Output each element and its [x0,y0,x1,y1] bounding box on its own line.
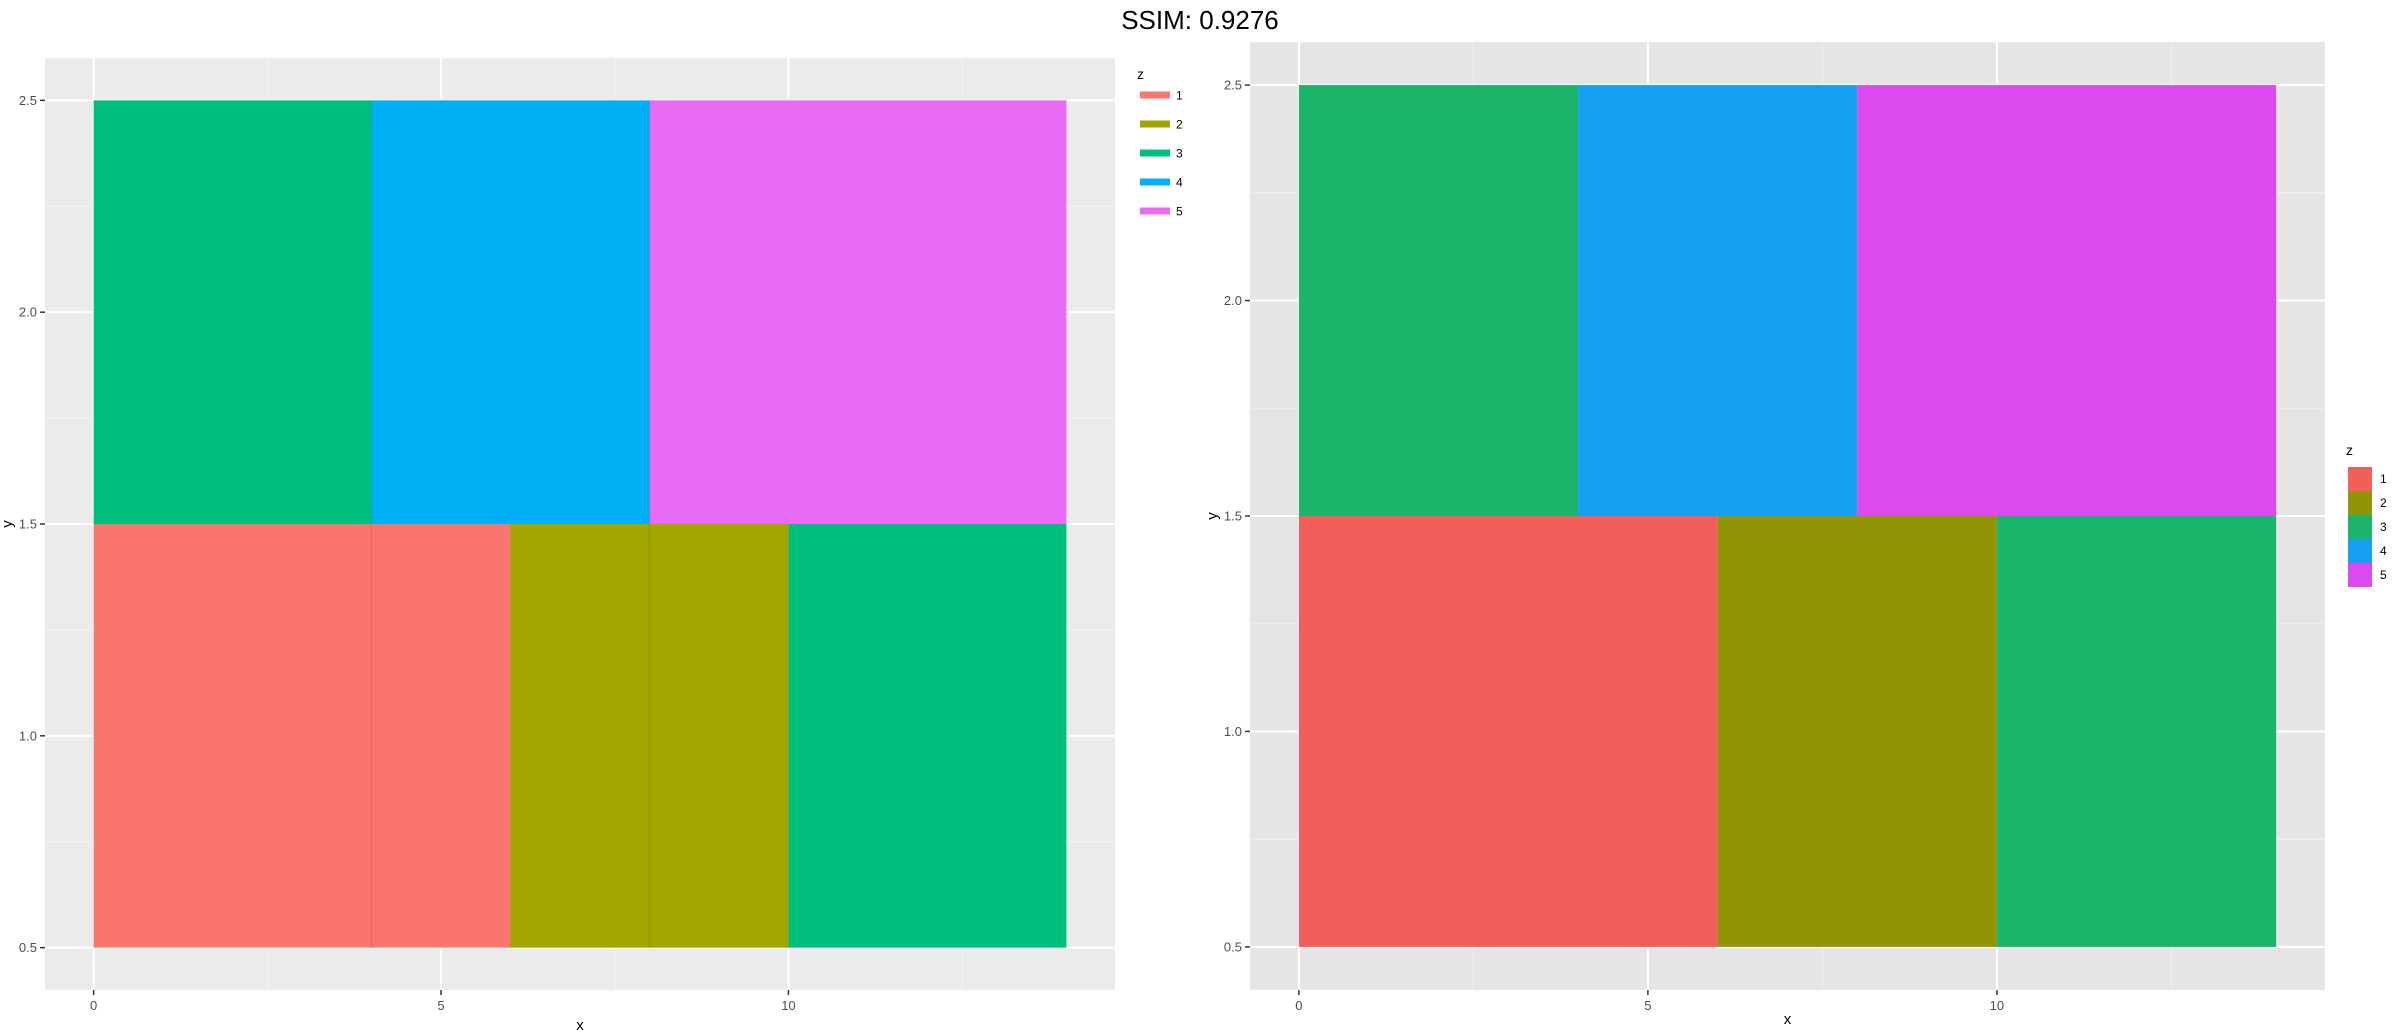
y-tick-label: 1.0 [1224,724,1242,739]
y-tick-label: 2.0 [1224,293,1242,308]
legend-label: 1 [1176,89,1183,103]
x-tick-label: 0 [1295,998,1302,1013]
legend-label: 5 [1176,205,1183,219]
y-axis-title: y [0,520,16,528]
tile-z2 [510,524,789,948]
legend-label: 2 [1176,118,1183,132]
tile-z3 [1996,516,2277,947]
legend-label: 4 [2380,544,2387,558]
legend-title: z [1137,66,1144,82]
y-tick-label: 2.5 [19,93,37,108]
legend: z 1 2 3 4 5 [1137,66,1183,219]
tile-z2 [1717,516,1997,947]
tile-z3 [93,100,372,524]
x-tick-label: 5 [437,998,444,1013]
tile-z3 [788,524,1067,948]
legend-label: 5 [2380,568,2387,582]
x-axis-title: x [1784,1011,1792,1028]
x-tick-label: 10 [1990,998,2004,1013]
legend-key [2348,515,2372,539]
legend-key [2348,467,2372,491]
x-tick-label: 10 [781,998,795,1013]
y-tick-label: 0.5 [1224,939,1242,954]
legend: z 1 2 3 4 5 [2346,442,2387,587]
y-tick-label: 1.5 [19,517,37,532]
tile-z5 [649,100,1067,524]
y-axis-title: y [1204,512,1221,520]
legend-key [2348,563,2372,587]
legend-label: 4 [1176,176,1183,190]
y-tick-label: 2.0 [19,305,37,320]
legend-title: z [2346,442,2353,458]
x-tick-label: 0 [90,998,97,1013]
legend-label: 1 [2380,472,2387,486]
tile-z4 [1578,85,1858,516]
legend-key [2348,539,2372,563]
legend-label: 3 [1176,147,1183,161]
figure-title: SSIM: 0.9276 [1121,5,1279,35]
tile-z5 [1857,85,2277,516]
legend-label: 2 [2380,496,2387,510]
y-tick-label: 2.5 [1224,78,1242,93]
x-tick-label: 5 [1644,998,1651,1013]
right-chart: 0 5 10 0.5 1.0 1.5 2.0 2.5 x y z 1 2 3 4 5 [1204,42,2387,1028]
tile-z3 [1298,85,1579,516]
y-tick-label: 1.5 [1224,509,1242,524]
legend-key [2348,491,2372,515]
tile-z4 [371,100,650,524]
left-chart: 0 5 10 0.5 1.0 1.5 2.0 2.5 x y z 1 2 3 4 5 [0,58,1183,1034]
tile-z1 [93,524,511,948]
x-axis-title: x [576,1017,584,1034]
y-tick-label: 0.5 [19,940,37,955]
legend-label: 3 [2380,520,2387,534]
y-tick-label: 1.0 [19,728,37,743]
tile-z1 [1298,516,1718,947]
